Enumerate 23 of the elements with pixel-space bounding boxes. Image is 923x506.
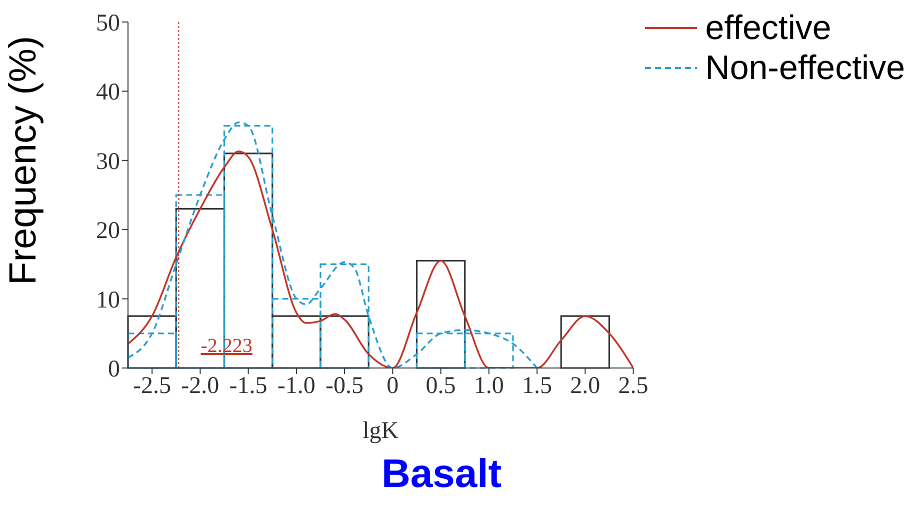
x-tick-label: 2.5 — [618, 373, 648, 400]
x-tick-label: 2.0 — [570, 373, 600, 400]
x-tick-label: 1.5 — [522, 373, 552, 400]
x-tick-label: 1.0 — [474, 373, 504, 400]
text: Basalt — [381, 452, 502, 496]
y-tick-label: 40 — [96, 80, 120, 106]
y-tick-label: 10 — [96, 287, 120, 314]
y-tick-label: 30 — [96, 148, 120, 175]
x-tick-label: -0.5 — [326, 373, 364, 400]
y-tick-label: 20 — [96, 218, 120, 244]
x-tick-label: -2.5 — [133, 373, 172, 400]
y-tick-label: 50 — [96, 10, 120, 37]
x-tick-label: 0 — [386, 373, 399, 400]
legend-label: Non-effective — [705, 48, 905, 88]
x-tick-label: 0.5 — [426, 373, 456, 400]
x-tick-label: -1.0 — [277, 373, 316, 400]
x-tick-label: -2.0 — [181, 373, 220, 400]
x-axis-title: lgK — [362, 418, 400, 444]
y-tick-label: 0 — [108, 356, 120, 383]
y-axis-title: Frequency (%) — [2, 36, 44, 285]
x-tick-label: -1.5 — [229, 373, 268, 400]
legend-label: effective — [705, 8, 832, 48]
line-series — [128, 121, 538, 368]
